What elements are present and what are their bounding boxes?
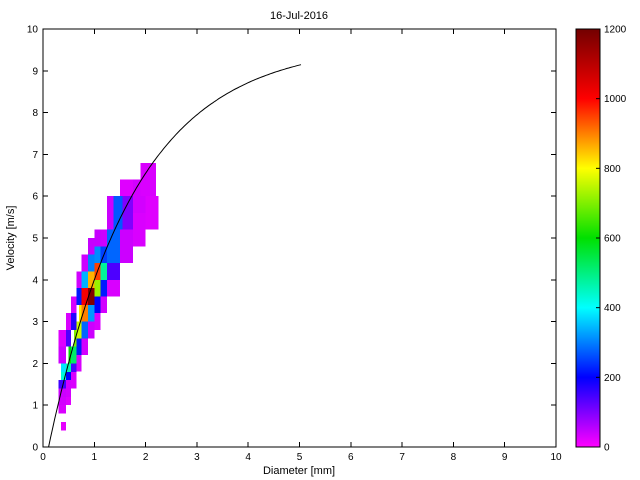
x-tick-label: 8	[451, 452, 457, 463]
heatmap-cell	[94, 229, 101, 247]
heatmap-cell	[58, 396, 67, 406]
heatmap-cell	[122, 196, 133, 230]
heatmap-cell	[94, 246, 101, 264]
plot-title: 16-Jul-2016	[270, 10, 328, 22]
heatmap-cell	[100, 296, 108, 314]
heatmap-cell	[94, 313, 101, 330]
heatmap-cell	[107, 279, 120, 297]
heatmap-cell	[87, 321, 95, 339]
heatmap-cell	[58, 405, 67, 414]
heatmap-cell	[61, 363, 69, 372]
heatmap-cell	[81, 254, 88, 272]
colorbar-tick-label: 1000	[604, 94, 627, 105]
colorbar-tick-label: 1200	[604, 25, 627, 36]
x-tick-label: 9	[502, 452, 508, 463]
y-tick-label: 5	[32, 234, 38, 245]
heatmap-cell	[66, 380, 72, 397]
y-tick-label: 9	[32, 66, 38, 77]
heatmap-cell	[81, 271, 88, 289]
colorbar-tick-label: 400	[604, 303, 621, 314]
y-tick-label: 3	[32, 317, 38, 328]
heatmap-cell	[132, 212, 146, 247]
heatmap-cell	[66, 396, 72, 406]
heatmap-cell	[120, 229, 133, 263]
heatmap-cell	[107, 196, 114, 230]
axes-layer: 0 1 2 3 4 5 6 7 8 9 10 0 1 2 3 4 5 6 7 8 9 10	[27, 25, 562, 464]
heatmap-cell	[94, 296, 101, 314]
x-tick-label: 1	[92, 452, 98, 463]
heatmap-cell	[58, 346, 67, 364]
heatmap-cell	[58, 330, 67, 347]
heatmap-cell	[100, 229, 108, 247]
x-tick-label: 2	[143, 452, 149, 463]
heatmap-cell	[113, 196, 123, 230]
heatmap-layer	[58, 162, 159, 431]
heatmap-cell	[120, 179, 133, 197]
heatmap-cell	[81, 288, 88, 305]
heatmap-cell	[140, 162, 156, 197]
heatmap-cell	[81, 338, 88, 355]
fit-curve	[48, 64, 302, 448]
x-tick-label: 0	[40, 452, 46, 463]
y-tick-label: 10	[27, 25, 39, 36]
heatmap-cell	[76, 338, 82, 355]
fit-curve-layer	[48, 64, 302, 448]
x-tick-label: 5	[297, 452, 303, 463]
x-axis-label: Diameter [mm]	[263, 465, 335, 477]
y-tick-label: 1	[32, 401, 38, 412]
heatmap-cell	[71, 346, 77, 364]
heatmap-cell	[87, 271, 95, 289]
heatmap-cell	[100, 263, 108, 280]
heatmap-cell	[87, 288, 95, 305]
y-tick-label: 2	[32, 359, 38, 370]
heatmap-cell	[58, 380, 67, 389]
heatmap-cell	[66, 330, 72, 347]
heatmap-cell	[76, 288, 82, 305]
y-tick-label: 7	[32, 150, 38, 161]
colorbar-area: 0 200 400 600 800 1000 1200	[575, 25, 627, 454]
x-tick-label: 10	[550, 452, 562, 463]
heatmap-cell	[76, 321, 82, 339]
heatmap-cell	[145, 196, 159, 230]
x-tick-label: 4	[245, 452, 251, 463]
heatmap-cell	[87, 304, 95, 322]
heatmap-cell	[81, 321, 88, 339]
heatmap-cell	[107, 229, 120, 263]
heatmap-cell	[61, 421, 67, 431]
heatmap-cell	[71, 371, 77, 389]
y-axis-label: Velocity [m/s]	[5, 206, 17, 271]
heatmap-cell	[66, 371, 72, 381]
heatmap-cell	[66, 313, 72, 330]
heatmap-cell	[107, 263, 120, 280]
colorbar-tick-label: 600	[604, 234, 621, 245]
x-tick-label: 7	[399, 452, 405, 463]
heatmap-cell	[94, 279, 101, 297]
heatmap-cell	[76, 271, 82, 289]
colorbar-tick-label: 0	[604, 443, 610, 454]
heatmap-cell	[71, 363, 77, 372]
y-tick-label: 4	[32, 275, 38, 286]
x-tick-label: 6	[348, 452, 354, 463]
heatmap-cell	[87, 238, 95, 255]
heatmap-cell	[81, 304, 88, 322]
heatmap-cell	[58, 388, 67, 397]
heatmap-cell	[76, 355, 82, 372]
heatmap-cell	[100, 279, 108, 297]
heatmap-cell	[71, 296, 77, 314]
x-tick-label: 3	[194, 452, 200, 463]
heatmap-cell	[66, 363, 72, 372]
heatmap-cell	[71, 313, 77, 330]
y-tick-label: 8	[32, 108, 38, 119]
y-tick-label: 6	[32, 192, 38, 203]
heatmap-cell	[87, 254, 95, 272]
colorbar-tick-label: 800	[604, 164, 621, 175]
colorbar-tick-label: 200	[604, 373, 621, 384]
y-tick-label: 0	[32, 443, 38, 454]
axes-box	[42, 28, 557, 448]
heatmap-cell	[78, 304, 84, 322]
